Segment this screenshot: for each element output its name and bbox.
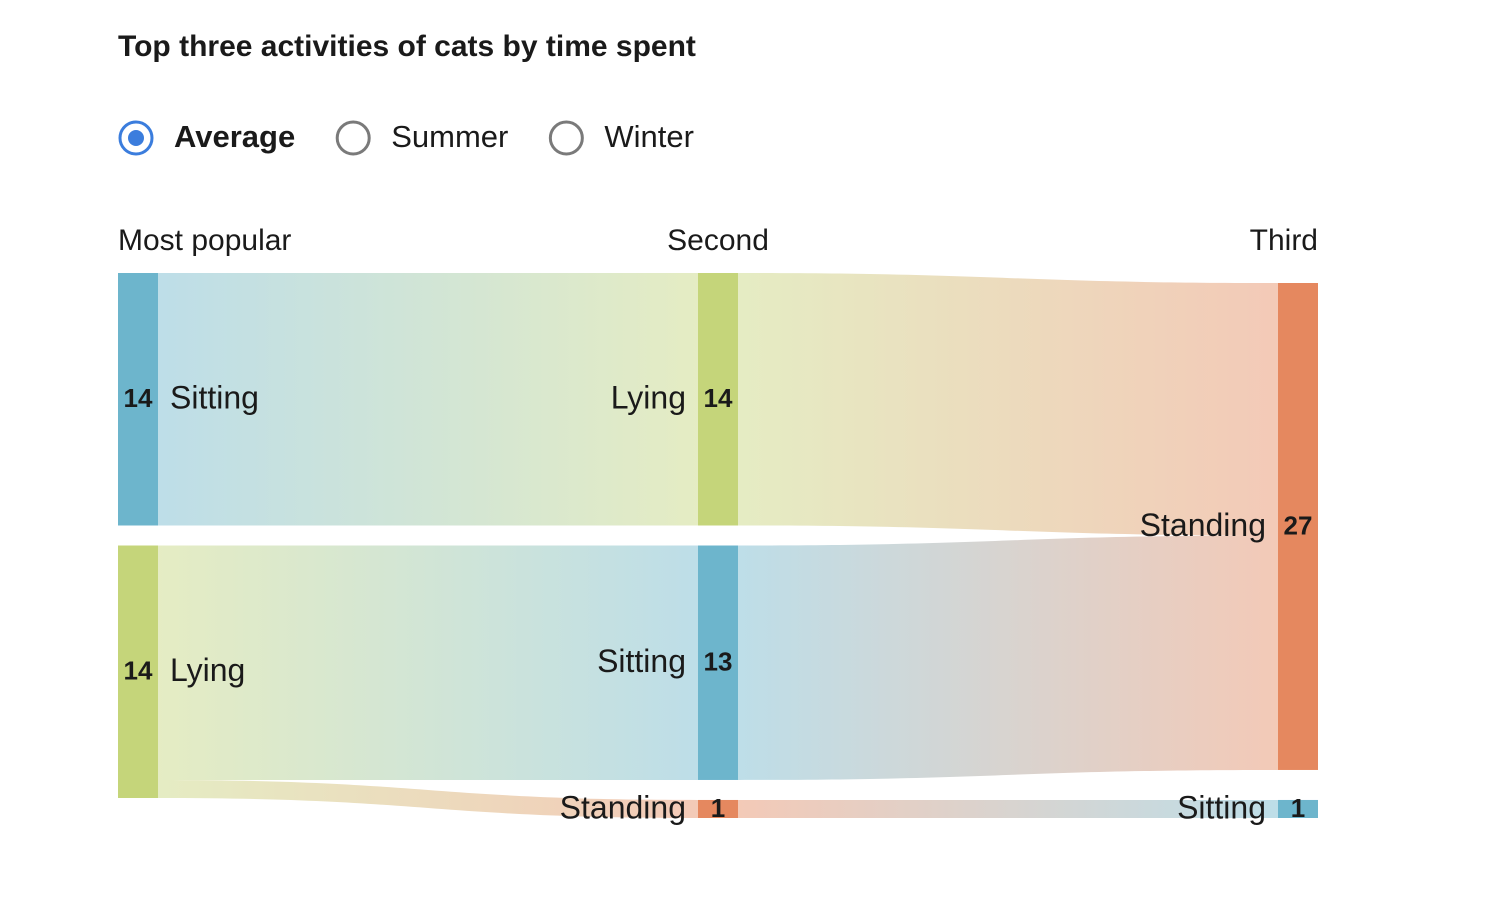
radio-dot — [128, 130, 144, 146]
node-value: 14 — [124, 383, 153, 413]
links — [158, 273, 1278, 818]
node — [698, 273, 738, 526]
link — [158, 779, 698, 818]
node — [118, 273, 158, 526]
node — [1278, 799, 1318, 818]
radio-label[interactable]: Summer — [391, 119, 508, 154]
link — [158, 273, 698, 526]
node-label: Sitting — [597, 643, 686, 679]
radio-option[interactable]: Summer — [335, 119, 508, 156]
column-header: Most popular — [118, 224, 291, 257]
radio-label[interactable]: Average — [174, 119, 295, 154]
chart-title: Top three activities of cats by time spe… — [118, 30, 696, 63]
node-label: Standing — [560, 789, 686, 825]
node-value: 13 — [704, 647, 733, 677]
nodes: 14 Sitting 14 Lying 14 Lying 13 Sitting 1 Standin… — [118, 273, 1318, 825]
node-label: Standing — [1140, 507, 1266, 543]
node-value: 14 — [704, 383, 733, 413]
radio-label[interactable]: Winter — [604, 119, 694, 154]
node — [698, 545, 738, 780]
node-label: Lying — [611, 380, 686, 416]
node — [698, 799, 738, 818]
node-value: 14 — [124, 656, 153, 686]
node-value: 1 — [1291, 793, 1305, 823]
node-value: 27 — [1284, 510, 1313, 540]
node-label: Sitting — [170, 380, 259, 416]
link — [738, 273, 1278, 536]
node-value: 1 — [711, 793, 725, 823]
node-label: Lying — [170, 652, 245, 688]
column-header: Third — [1250, 224, 1318, 257]
node — [118, 545, 158, 798]
link — [738, 799, 1278, 818]
column-header: Second — [667, 224, 769, 257]
link — [738, 535, 1278, 780]
radio-button[interactable] — [335, 120, 371, 156]
node — [1278, 283, 1318, 770]
link — [158, 545, 698, 780]
radio-option[interactable]: Average — [118, 119, 295, 156]
radio-button[interactable] — [548, 120, 584, 156]
node-label: Sitting — [1177, 789, 1266, 825]
radio-option[interactable]: Winter — [548, 119, 694, 156]
